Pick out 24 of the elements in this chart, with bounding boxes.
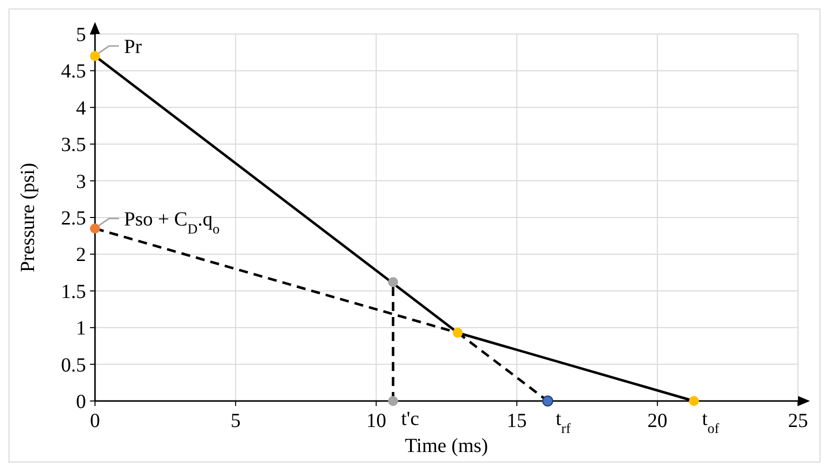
y-tick-label: 1	[76, 318, 86, 340]
y-tick-label: 0.5	[61, 354, 86, 376]
annotation: Pso + C$_{D}$.q$_{o}$	[124, 208, 220, 238]
x-tick-label: 20	[647, 410, 668, 432]
annotation: t$_{rf}$	[556, 408, 571, 436]
x-tick-label: 15	[506, 410, 527, 432]
y-axis-title: Pressure (psi)	[17, 162, 39, 272]
y-tick-label: 4	[76, 97, 86, 120]
x-tick-label: 0	[90, 410, 100, 432]
annotation: t$_{of}$	[702, 408, 720, 436]
y-tick-label: 0	[76, 391, 86, 413]
x-tick-label: 25	[788, 410, 808, 432]
y-tick-label: 5	[76, 24, 86, 46]
y-tick-label: 2	[76, 244, 86, 266]
y-tick-label: 1.5	[61, 280, 86, 303]
annotation: Pr	[124, 36, 142, 58]
x-tick-label: 10	[366, 410, 386, 432]
y-tick-label: 3	[76, 170, 86, 193]
y-tick-label: 3.5	[61, 134, 86, 156]
annotation: t'c	[401, 408, 420, 430]
y-tick-label: 2.5	[61, 208, 86, 230]
y-tick-label: 4.5	[61, 60, 86, 83]
x-axis-title: Time (ms)	[404, 435, 488, 457]
x-tick-label: 5	[230, 410, 241, 432]
